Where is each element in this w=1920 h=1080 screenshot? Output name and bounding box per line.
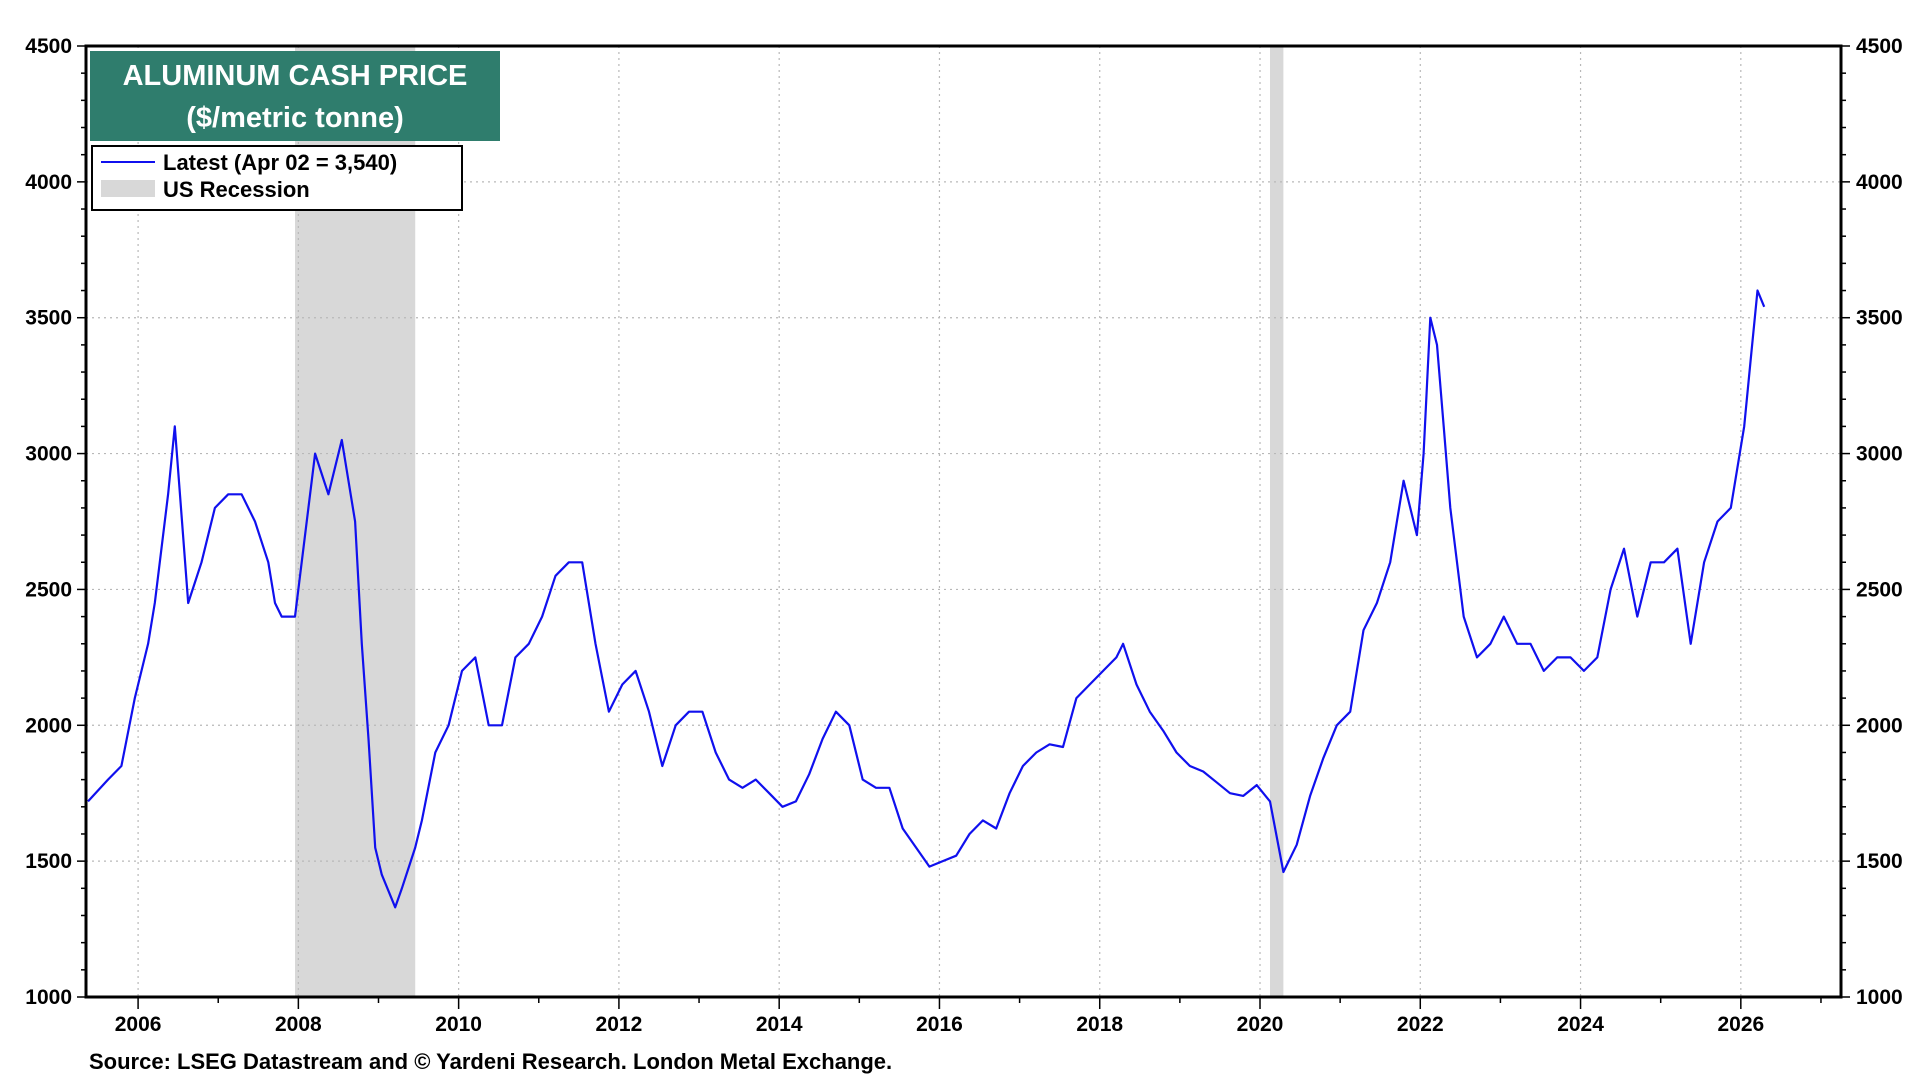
x-tick-label: 2008 — [275, 1013, 322, 1036]
x-tick-label: 2006 — [115, 1013, 162, 1036]
y-tick-label-right: 1000 — [1856, 986, 1903, 1009]
y-tick-label-left: 4000 — [25, 171, 72, 194]
price-series — [87, 289, 1766, 909]
recession-band-2 — [1270, 46, 1284, 997]
axis-ticks — [77, 45, 1850, 1009]
y-tick-label-right: 3000 — [1856, 443, 1903, 466]
y-tick-label-right: 4000 — [1856, 171, 1903, 194]
plot-frame — [84, 44, 1843, 999]
x-tick-label: 2016 — [916, 1013, 963, 1036]
y-tick-label-right: 3500 — [1856, 307, 1903, 330]
y-tick-label-right: 4500 — [1856, 35, 1903, 58]
y-tick-label-left: 1500 — [25, 850, 72, 873]
y-tick-label-left: 1000 — [25, 986, 72, 1009]
x-tick-label: 2010 — [435, 1013, 482, 1036]
x-axis-labels: 2006 2008 2010 2012 2014 2016 2018 2020 2022 2024… — [115, 1013, 1764, 1036]
y-tick-label-right: 2500 — [1856, 578, 1903, 601]
y-tick-label-right: 2000 — [1856, 714, 1903, 737]
gridlines — [86, 46, 1841, 997]
x-tick-label: 2026 — [1717, 1013, 1764, 1036]
y-tick-label-left: 3000 — [25, 443, 72, 466]
x-tick-label: 2012 — [596, 1013, 643, 1036]
legend-swatch-band — [101, 180, 155, 197]
y-tick-label-left: 2000 — [25, 714, 72, 737]
source-note: Source: LSEG Datastream and © Yardeni Re… — [89, 1049, 892, 1074]
x-tick-label: 2022 — [1397, 1013, 1444, 1036]
y-tick-label-left: 3500 — [25, 307, 72, 330]
y-tick-label-left: 2500 — [25, 578, 72, 601]
legend-label-recession: US Recession — [163, 177, 310, 202]
chart-title: ALUMINUM CASH PRICE — [123, 60, 468, 92]
title-box: ALUMINUM CASH PRICE ($/metric tonne) — [90, 51, 500, 141]
series-line-1 — [87, 289, 1766, 909]
legend-label-latest: Latest (Apr 02 = 3,540) — [163, 150, 397, 175]
legend-frame — [91, 145, 463, 211]
chart-subtitle: ($/metric tonne) — [186, 102, 404, 134]
legend: Latest (Apr 02 = 3,540) US Recession — [91, 145, 463, 211]
x-tick-label: 2020 — [1237, 1013, 1284, 1036]
y-axis-right-labels: 1000 1500 2000 2500 3000 3500 4000 4500 — [1856, 35, 1903, 1009]
title-background — [90, 51, 500, 141]
y-tick-label-right: 1500 — [1856, 850, 1903, 873]
y-tick-label-left: 4500 — [25, 35, 72, 58]
x-tick-label: 2024 — [1557, 1013, 1604, 1036]
x-tick-label: 2018 — [1076, 1013, 1123, 1036]
x-tick-label: 2014 — [756, 1013, 803, 1036]
y-axis-left-labels: 1000 1500 2000 2500 3000 3500 4000 4500 — [25, 35, 72, 1009]
